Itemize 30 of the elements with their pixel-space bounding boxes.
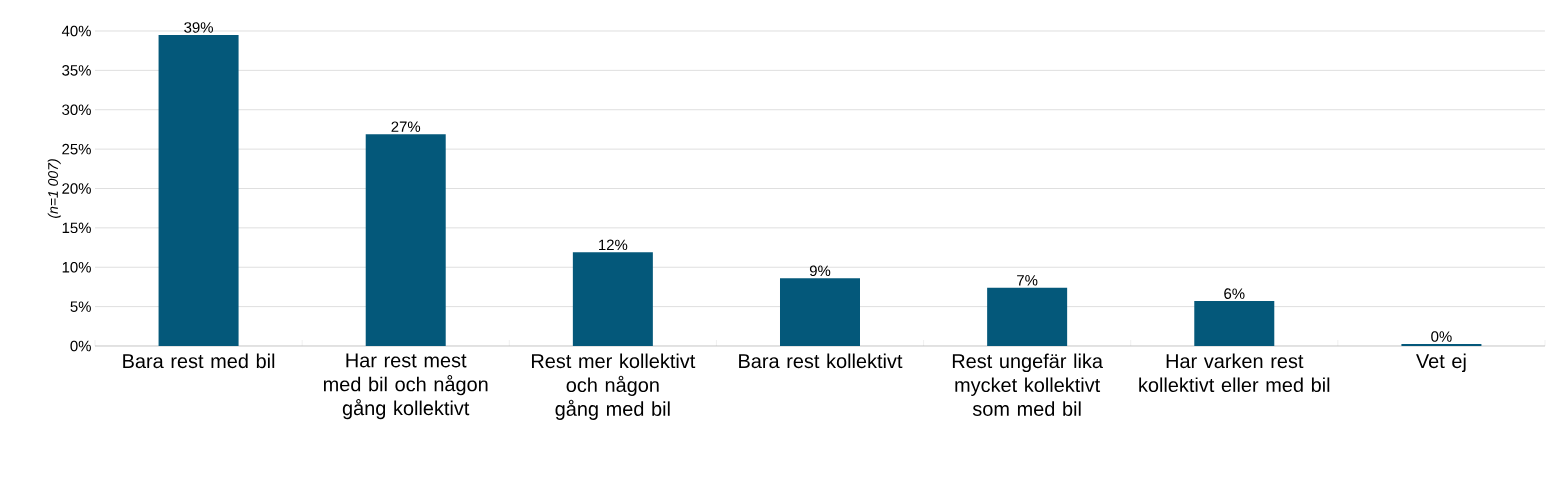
data-label: 7% — [1017, 275, 1038, 286]
y-tick-label: 35% — [62, 65, 91, 76]
x-tick-label: Rest ungefär lika mycket kollektivt som med bil — [952, 353, 1103, 416]
bar — [158, 34, 239, 346]
y-tick-label: 0% — [70, 340, 91, 352]
y-tick-label: 30% — [62, 104, 91, 116]
bar — [572, 252, 653, 346]
x-tick-label: Rest mer kollektivt och någon gång med bil — [532, 353, 696, 420]
data-label: 12% — [599, 239, 628, 251]
x-tick-label: Har rest mest med bil och någon gång kollektivt — [323, 353, 488, 420]
y-tick-label: 5% — [70, 301, 91, 312]
data-label: 39% — [184, 22, 213, 33]
x-tick-label: Vet ej — [1416, 353, 1466, 373]
bar — [365, 134, 446, 346]
x-tick-label: Bara rest kollektivt — [739, 353, 903, 369]
x-tick-label: Har varken rest kollektivt eller med bil — [1139, 353, 1330, 393]
y-tick-label: 25% — [62, 143, 91, 155]
y-tick-label: 20% — [62, 183, 91, 194]
bar — [987, 287, 1068, 346]
y-tick-label: 15% — [62, 222, 91, 234]
bar — [780, 278, 860, 346]
data-label: 0% — [1431, 331, 1452, 342]
bar — [1194, 301, 1275, 346]
y-tick-label: 40% — [61, 25, 91, 37]
data-label: 6% — [1224, 288, 1245, 299]
x-tick-label: Bara rest med bil — [123, 353, 275, 369]
data-label: 9% — [809, 265, 831, 277]
y-tick-label: 10% — [62, 261, 91, 273]
data-label: 27% — [391, 121, 421, 132]
y-axis-title: (n=1 007) — [47, 159, 61, 218]
